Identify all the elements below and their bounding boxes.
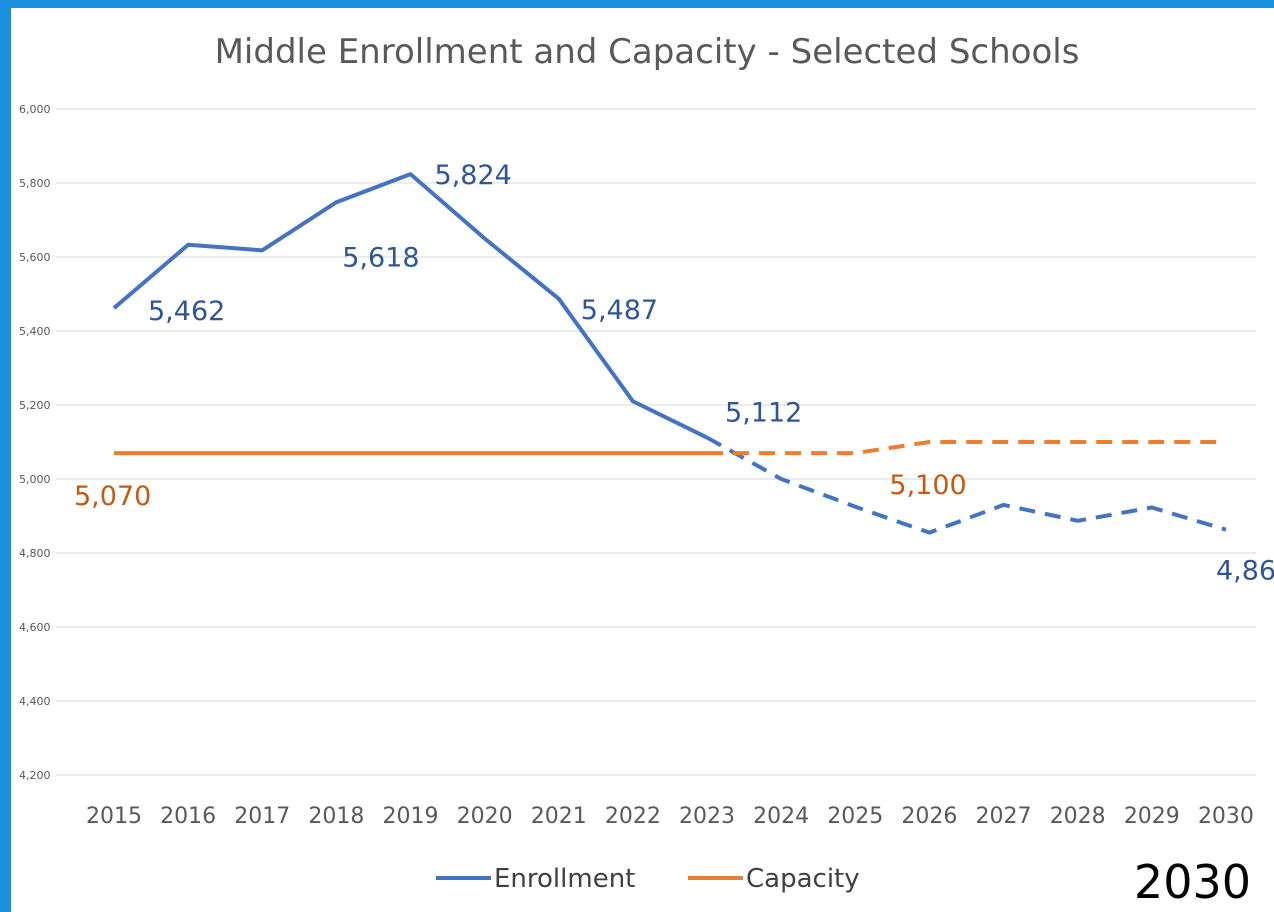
chart-title: Middle Enrollment and Capacity - Selecte… xyxy=(215,32,1080,72)
data-label-capacity: 5,100 xyxy=(889,470,966,501)
x-tick-label: 2019 xyxy=(383,804,439,829)
y-tick-label: 5,200 xyxy=(19,399,51,412)
x-tick-label: 2026 xyxy=(901,804,957,829)
x-tick-label: 2029 xyxy=(1124,804,1180,829)
x-tick-label: 2017 xyxy=(234,804,290,829)
data-label-enrollment: 5,112 xyxy=(725,398,802,429)
y-tick-label: 4,400 xyxy=(19,695,51,708)
x-tick-label: 2030 xyxy=(1198,804,1254,829)
legend-label-enrollment: Enrollment xyxy=(494,864,635,894)
grid-lines xyxy=(56,108,1256,776)
x-tick-label: 2028 xyxy=(1050,804,1106,829)
data-label-enrollment: 5,618 xyxy=(342,242,419,273)
x-tick-label: 2015 xyxy=(86,804,142,829)
series-line-capacity-projected xyxy=(707,440,1226,456)
x-tick-label: 2020 xyxy=(457,804,513,829)
x-tick-label: 2023 xyxy=(679,804,735,829)
y-tick-label: 4,800 xyxy=(19,547,51,560)
y-tick-label: 4,200 xyxy=(19,769,51,782)
data-labels: 5,462 5,618 5,824 5,487 5,112 4,863 5,070 5,100 xyxy=(74,160,1274,587)
x-tick-label: 2024 xyxy=(753,804,809,829)
x-tick-label: 2021 xyxy=(531,804,587,829)
x-tick-label: 2025 xyxy=(827,804,883,829)
x-tick-label: 2018 xyxy=(308,804,364,829)
x-tick-label: 2027 xyxy=(976,804,1032,829)
series-line-enrollment-actual xyxy=(112,172,708,440)
data-label-capacity: 5,070 xyxy=(74,481,151,512)
y-tick-label: 6,000 xyxy=(19,103,51,116)
y-tick-label: 5,800 xyxy=(19,177,51,190)
line-chart: Middle Enrollment and Capacity - Selecte… xyxy=(19,32,1274,909)
data-label-enrollment: 5,462 xyxy=(148,296,225,327)
corner-year-label: 2030 xyxy=(1134,855,1251,909)
series-lines xyxy=(112,172,1227,535)
y-axis-ticks: 4,200 4,400 4,600 4,800 5,000 5,200 5,400 5,600… xyxy=(19,103,51,782)
data-label-enrollment: 5,487 xyxy=(581,295,658,326)
x-tick-label: 2016 xyxy=(160,804,216,829)
y-tick-label: 5,400 xyxy=(19,325,51,338)
data-label-enrollment: 4,863 xyxy=(1216,556,1274,587)
x-tick-label: 2022 xyxy=(605,804,661,829)
data-label-enrollment: 5,824 xyxy=(435,160,512,191)
y-tick-label: 5,600 xyxy=(19,251,51,264)
x-axis-ticks: 2015 2016 2017 2018 2019 2020 2021 2022 2023 2024… xyxy=(86,804,1254,829)
y-tick-label: 4,600 xyxy=(19,621,51,634)
legend-label-capacity: Capacity xyxy=(746,864,860,894)
chart-frame: Middle Enrollment and Capacity - Selecte… xyxy=(11,8,1274,912)
y-tick-label: 5,000 xyxy=(19,473,51,486)
legend: Enrollment Capacity xyxy=(436,864,860,894)
